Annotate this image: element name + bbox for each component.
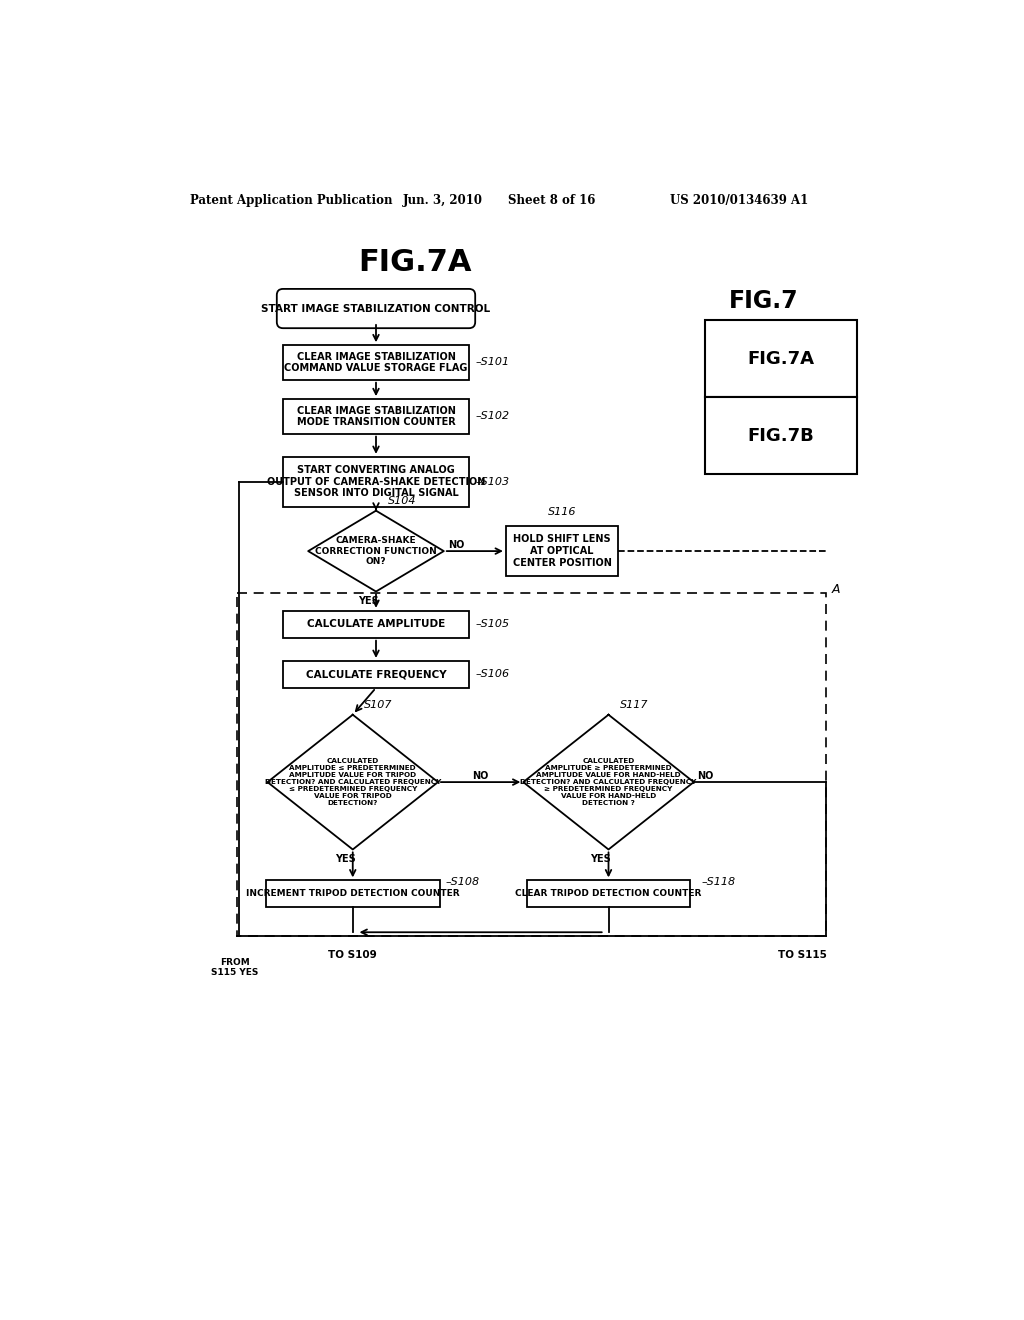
Text: YES: YES — [335, 854, 355, 863]
Bar — [283, 399, 469, 434]
Text: –S103: –S103 — [475, 477, 509, 487]
Text: YES: YES — [591, 854, 611, 863]
Bar — [706, 397, 856, 474]
Text: –S118: –S118 — [701, 878, 735, 887]
Text: FROM
S115 YES: FROM S115 YES — [211, 958, 259, 977]
Text: CLEAR IMAGE STABILIZATION
MODE TRANSITION COUNTER: CLEAR IMAGE STABILIZATION MODE TRANSITIO… — [297, 405, 456, 428]
Text: CAMERA-SHAKE
CORRECTION FUNCTION
ON?: CAMERA-SHAKE CORRECTION FUNCTION ON? — [315, 536, 437, 566]
Text: START CONVERTING ANALOG
OUTPUT OF CAMERA-SHAKE DETECTION
SENSOR INTO DIGITAL SIG: START CONVERTING ANALOG OUTPUT OF CAMERA… — [267, 465, 485, 499]
Text: CALCULATE AMPLITUDE: CALCULATE AMPLITUDE — [307, 619, 445, 630]
Text: S107: S107 — [365, 701, 393, 710]
Text: S116: S116 — [548, 507, 577, 517]
Text: HOLD SHIFT LENS
AT OPTICAL
CENTER POSITION: HOLD SHIFT LENS AT OPTICAL CENTER POSITI… — [513, 535, 611, 568]
Text: CLEAR TRIPOD DETECTION COUNTER: CLEAR TRIPOD DETECTION COUNTER — [515, 890, 701, 898]
Text: –S101: –S101 — [475, 358, 509, 367]
Text: CLEAR IMAGE STABILIZATION
COMMAND VALUE STORAGE FLAG: CLEAR IMAGE STABILIZATION COMMAND VALUE … — [285, 351, 468, 374]
Bar — [237, 594, 825, 936]
Bar — [506, 527, 618, 576]
Text: NO: NO — [447, 540, 464, 550]
Text: –S102: –S102 — [475, 412, 509, 421]
Text: YES: YES — [357, 595, 379, 606]
Text: FIG.7A: FIG.7A — [358, 248, 471, 277]
Text: NO: NO — [472, 771, 488, 781]
Text: A: A — [831, 583, 841, 597]
Text: CALCULATE FREQUENCY: CALCULATE FREQUENCY — [306, 669, 446, 680]
Bar — [283, 345, 469, 380]
Text: INCREMENT TRIPOD DETECTION COUNTER: INCREMENT TRIPOD DETECTION COUNTER — [246, 890, 460, 898]
Text: CALCULATED
AMPLITUDE ≥ PREDETERMINED
AMPLITUDE VALUE FOR HAND-HELD
DETECTION? AN: CALCULATED AMPLITUDE ≥ PREDETERMINED AMP… — [520, 758, 696, 807]
Text: FIG.7A: FIG.7A — [748, 350, 814, 367]
Text: START IMAGE STABILIZATION CONTROL: START IMAGE STABILIZATION CONTROL — [261, 304, 490, 314]
Text: TO S109: TO S109 — [329, 950, 377, 961]
FancyBboxPatch shape — [276, 289, 475, 329]
Bar — [706, 321, 856, 397]
Polygon shape — [523, 714, 693, 850]
Text: S117: S117 — [621, 701, 648, 710]
Text: FIG.7: FIG.7 — [729, 289, 799, 313]
Text: –S105: –S105 — [475, 619, 509, 630]
Polygon shape — [308, 511, 443, 591]
Bar — [527, 880, 690, 907]
Text: TO S115: TO S115 — [778, 950, 826, 961]
Polygon shape — [267, 714, 438, 850]
Bar — [283, 611, 469, 638]
Text: –S108: –S108 — [445, 878, 480, 887]
Text: S104: S104 — [388, 496, 416, 507]
Bar — [265, 880, 440, 907]
Bar — [283, 661, 469, 688]
Text: Sheet 8 of 16: Sheet 8 of 16 — [508, 194, 595, 207]
Text: FIG.7B: FIG.7B — [748, 426, 814, 445]
Text: NO: NO — [697, 771, 714, 781]
Text: Jun. 3, 2010: Jun. 3, 2010 — [403, 194, 483, 207]
Text: –S106: –S106 — [475, 669, 509, 680]
Text: US 2010/0134639 A1: US 2010/0134639 A1 — [671, 194, 809, 207]
Bar — [283, 457, 469, 507]
Text: CALCULATED
AMPLITUDE ≤ PREDETERMINED
AMPLITUDE VALUE FOR TRIPOD
DETECTION? AND C: CALCULATED AMPLITUDE ≤ PREDETERMINED AMP… — [264, 758, 441, 807]
Text: Patent Application Publication: Patent Application Publication — [190, 194, 392, 207]
